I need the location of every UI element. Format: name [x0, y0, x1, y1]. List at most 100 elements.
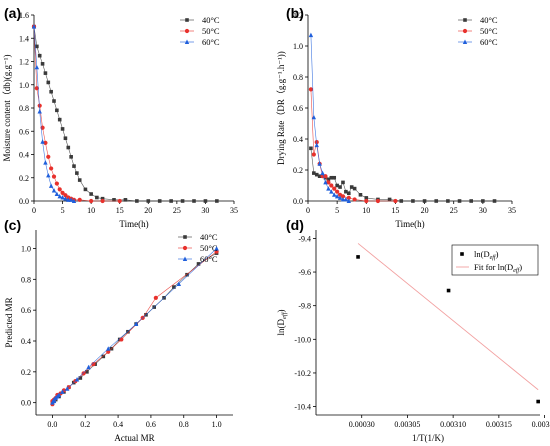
data-point [86, 364, 91, 370]
y-tick-label: 1.0 [21, 245, 31, 254]
data-point [352, 186, 357, 191]
data-point [337, 195, 343, 200]
legend-marker [182, 245, 188, 251]
data-point [83, 187, 88, 192]
legend-label: 50°C [200, 243, 218, 253]
data-point [63, 136, 68, 141]
data-point [393, 198, 398, 204]
data-point [215, 199, 219, 203]
data-point [314, 140, 319, 145]
x-tick-label: 0.8 [179, 420, 189, 429]
x-tick-label: 0.00315 [486, 420, 512, 429]
data-point [399, 199, 404, 203]
data-point [43, 71, 48, 75]
x-tick-label: 10 [362, 206, 370, 215]
y-tick-label: 0.4 [21, 337, 31, 346]
data-point [40, 62, 45, 66]
data-point [308, 87, 314, 92]
data-point [411, 199, 415, 203]
y-tick-label: 0.2 [21, 368, 31, 377]
series-line-0 [33, 26, 217, 202]
data-point [64, 386, 70, 391]
data-point [57, 187, 62, 192]
data-point [54, 181, 59, 186]
data-point [153, 295, 158, 300]
data-point [323, 179, 328, 185]
data-point [314, 142, 319, 148]
data-point [335, 189, 340, 194]
data-point [100, 196, 105, 201]
data-point [68, 197, 74, 202]
data-point [135, 199, 139, 203]
data-point [55, 108, 59, 113]
data-point [457, 199, 462, 203]
data-point [74, 377, 80, 382]
y-tick-label: 0.8 [19, 104, 29, 113]
data-point [52, 99, 56, 103]
data-point [347, 191, 351, 196]
legend-label: ln(Deff) [474, 249, 499, 261]
data-point [340, 196, 346, 202]
data-point [364, 198, 369, 204]
data-point [214, 249, 219, 254]
data-point [60, 195, 65, 200]
data-point [341, 180, 345, 185]
data-point [317, 174, 322, 178]
data-point [49, 89, 53, 94]
data-point [123, 198, 128, 202]
data-point [332, 192, 337, 197]
data-point [192, 199, 196, 203]
data-point [117, 198, 122, 204]
panel-a: (a) 0 5 10 15 20 25 30 35 0.0 0.2 0.4 0.6 0.8 1.0 1.2 1… [2, 5, 238, 229]
y-tick-label: 0.0 [293, 197, 303, 206]
data-point [46, 154, 51, 159]
y-tick-label: 0.0 [19, 197, 29, 206]
data-point [78, 376, 83, 380]
data-point [89, 192, 93, 196]
x-tick-label: 35 [508, 206, 516, 215]
y-tick-label: 0.8 [293, 73, 303, 82]
x-tick-label: 15 [391, 206, 399, 215]
y-tick-label: 0.6 [21, 306, 31, 315]
x-axis-title: Actual MR [114, 433, 154, 443]
data-point [323, 174, 328, 179]
data-point [481, 199, 485, 203]
legend-marker [185, 18, 189, 22]
data-point [314, 172, 319, 177]
data-point [334, 193, 340, 199]
data-point [446, 199, 450, 203]
legend-label: 40°C [200, 232, 218, 242]
data-point [51, 188, 57, 193]
data-point [358, 193, 363, 197]
y-tick-label: 0.2 [293, 166, 303, 175]
data-point [57, 117, 62, 122]
data-point [57, 193, 62, 199]
data-point [172, 285, 176, 289]
x-tick-label: 5 [335, 206, 339, 215]
data-point [196, 262, 201, 266]
data-point [106, 349, 111, 354]
x-axis-title: Time(h) [395, 219, 424, 229]
x-tick-label: 0.6 [146, 420, 156, 429]
data-point [434, 199, 439, 203]
data-point [352, 197, 357, 202]
data-point [112, 198, 116, 202]
data-point [311, 114, 317, 120]
y-axis-title: Drying Rate（DR（g.g⁻¹.h⁻¹)) [276, 51, 286, 165]
data-point [106, 346, 111, 351]
data-point [60, 190, 65, 195]
y-tick-label: -9.6 [298, 268, 311, 277]
data-point [66, 145, 71, 150]
y-tick-label: 0.8 [21, 275, 31, 284]
data-point [329, 183, 334, 188]
legend-marker [462, 39, 468, 44]
data-point [85, 370, 89, 374]
x-tick-label: 5 [61, 206, 65, 215]
legend-marker [184, 39, 190, 44]
data-point [43, 160, 48, 165]
data-point [346, 195, 351, 200]
data-point [332, 186, 337, 191]
data-point [308, 32, 314, 38]
data-point [54, 191, 60, 197]
